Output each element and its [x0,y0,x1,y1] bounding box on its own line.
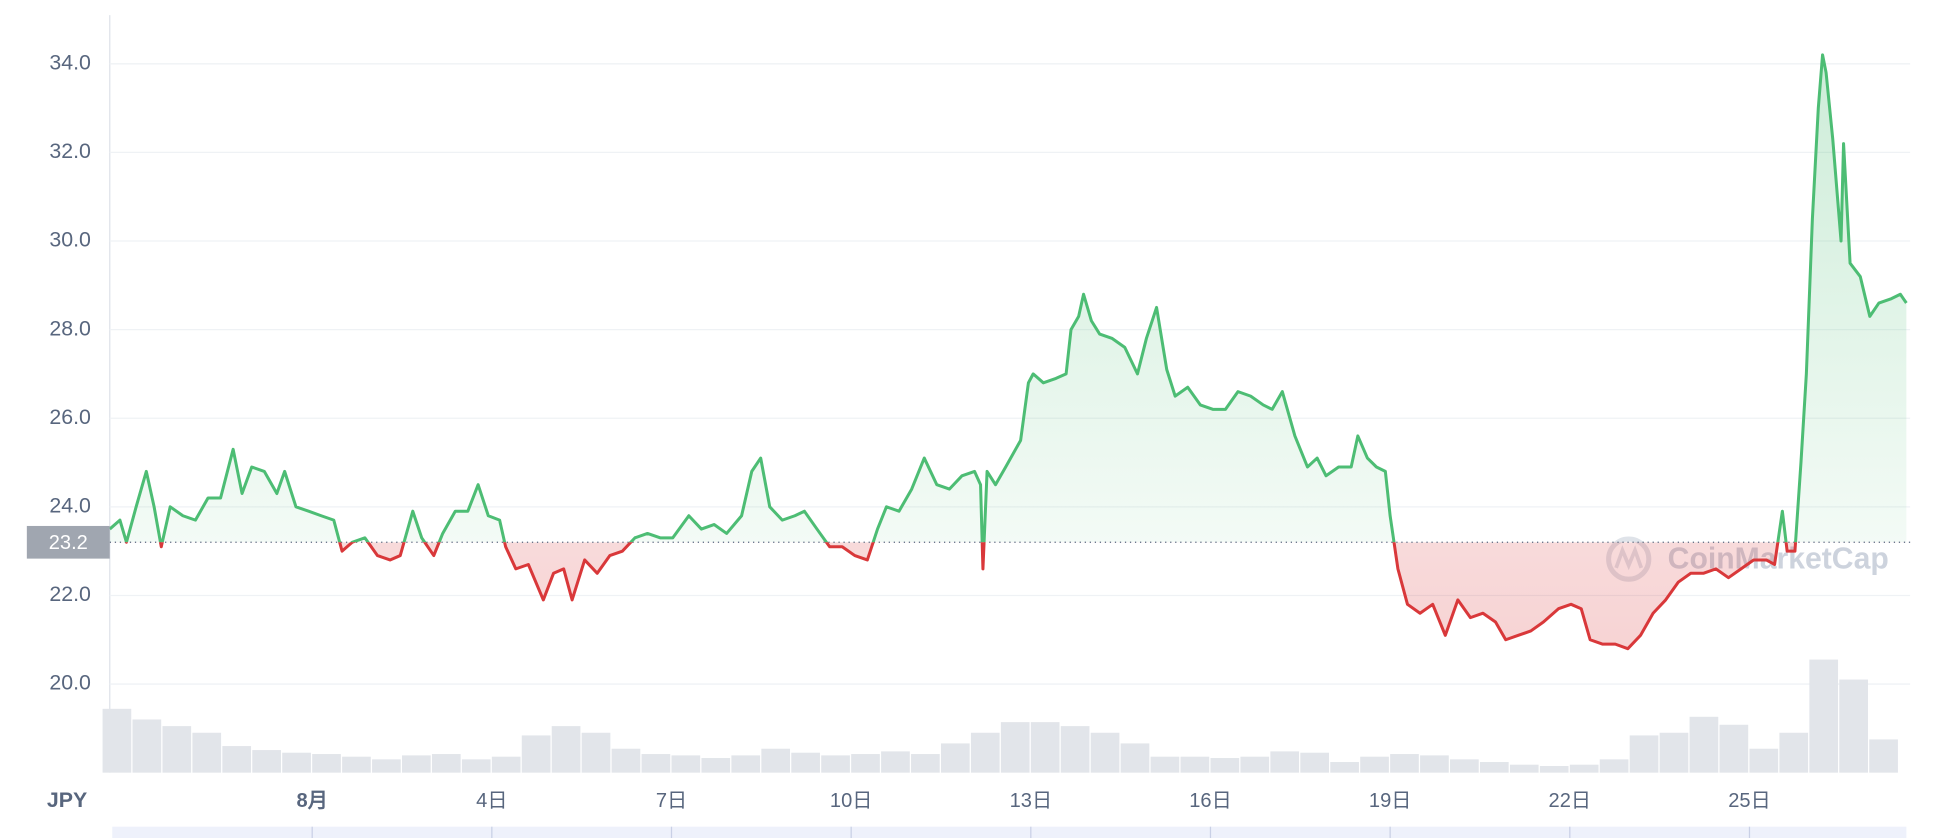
volume-bar [911,754,940,773]
volume-bar [521,735,551,773]
navigator[interactable] [112,826,1907,838]
volume-bar [1180,756,1210,773]
x-tick-label: 10日 [830,790,872,812]
x-tick-label: 16日 [1189,790,1231,812]
volume-bar [851,754,880,773]
volume-bar [881,751,910,773]
volume-bar [252,750,281,773]
volume-bar [491,756,521,773]
y-tick-label: 24.0 [49,493,91,517]
y-tick-label: 26.0 [49,405,91,429]
volume-bar [1120,743,1150,773]
volume-bar [1210,758,1240,773]
volume-bar [1420,755,1449,773]
y-tick-label: 32.0 [49,139,91,163]
volume-bar [431,754,461,773]
baseline-label: 23.2 [49,532,88,554]
volume-bar [402,755,431,773]
volume-bar [940,743,970,773]
x-tick-label: 19日 [1369,790,1411,812]
volume-bar [611,748,641,773]
volume-bar [1839,679,1868,773]
volume-bar [1689,716,1719,773]
volume-bar [1390,754,1419,773]
volume-bar [1779,732,1809,773]
volume-bar [1569,764,1599,773]
x-tick-label: 8月 [297,790,328,812]
volume-bar [1300,752,1329,773]
y-tick-label: 28.0 [49,316,91,340]
volume-bar [1539,766,1569,773]
volume-bar [1869,739,1898,773]
volume-bar [581,732,611,773]
x-tick-label: 7日 [656,790,687,812]
volume-bar [1030,722,1060,773]
volume-bar [1479,762,1509,773]
volume-bar [1659,732,1689,773]
volume-bar [1090,732,1120,773]
volume-bar [1150,756,1180,773]
volume-bar [761,748,791,773]
volume-bar [461,759,491,773]
baseline-label-box [26,525,110,559]
volume-bar [192,732,222,773]
x-tick-label: 4日 [476,790,507,812]
area-down [109,542,1907,649]
volume-bar [701,758,731,773]
volume-bar [551,726,581,773]
volume-bar [132,719,162,773]
volume-bar [312,754,341,773]
y-tick-label: 30.0 [49,228,91,252]
volume-bar [1629,735,1659,773]
price-line-up [108,53,1908,543]
volume-bar [282,752,311,773]
volume-bar [342,756,371,773]
y-tick-label: 20.0 [49,671,91,695]
volume-bar [162,726,192,773]
volume-bar [1000,722,1030,773]
x-tick-label: 13日 [1010,790,1052,812]
y-tick-label: 22.0 [49,582,91,606]
volume-bar [1060,726,1090,773]
volume-bar [671,755,701,773]
y-tick-label: 34.0 [49,50,91,74]
volume-bar [1749,748,1779,773]
volume-bar [1599,759,1629,773]
volume-bar [641,754,671,773]
currency-label: JPY [47,788,87,812]
volume-bar [372,759,401,773]
area-up [109,54,1907,543]
volume-bar [102,708,132,773]
volume-bar [1240,756,1270,773]
volume-bar [731,755,761,773]
volume-bar [1450,759,1479,773]
x-tick-label: 22日 [1549,790,1591,812]
price-line-down [124,542,1798,651]
volume-bar [821,755,850,773]
volume-bar [1509,764,1539,773]
volume-bar [1330,762,1359,773]
volume-bar [1809,659,1839,773]
volume-bar [1360,756,1389,773]
volume-bar [222,746,252,773]
volume-bar [1719,724,1749,773]
volume-bar [970,732,1000,773]
x-tick-label: 25日 [1728,790,1770,812]
volume-bar [791,752,820,773]
volume-bar [1270,751,1300,773]
